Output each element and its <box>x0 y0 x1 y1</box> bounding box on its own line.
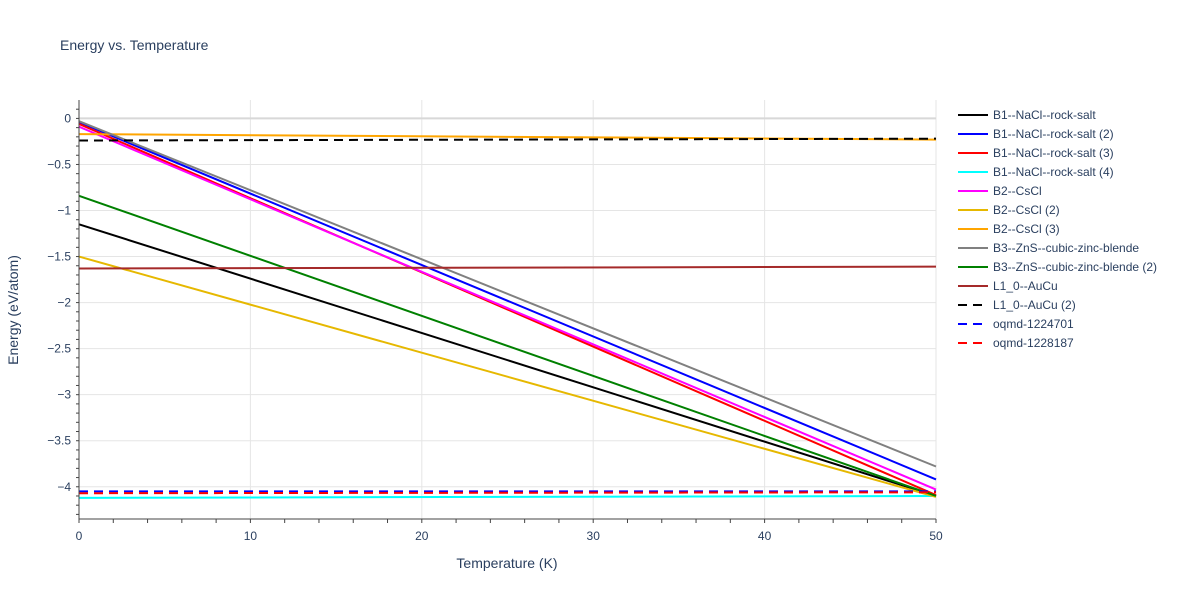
x-tick-label: 20 <box>415 529 429 543</box>
y-tick-label: −3.5 <box>47 434 71 448</box>
legend-label: B3--ZnS--cubic-zinc-blende (2) <box>993 259 1158 274</box>
y-tick-label: −1.5 <box>47 250 71 264</box>
y-tick-label: −2.5 <box>47 342 71 356</box>
legend-item[interactable]: B2--CsCl (2) <box>958 200 1193 219</box>
axes: 0 10 20 30 40 50 0 −0.5 −1 −1.5 −2 −2.5 −3 −3.5 −4 <box>47 100 943 543</box>
x-tick-label: 50 <box>929 529 943 543</box>
series-line <box>78 494 937 499</box>
y-axis-label: Energy (eV/atom) <box>5 255 21 365</box>
legend-swatch <box>958 322 988 325</box>
legend-swatch <box>958 189 988 192</box>
legend-label: B2--CsCl <box>993 183 1042 198</box>
x-axis-label: Temperature (K) <box>456 555 557 571</box>
legend-label: B1--NaCl--rock-salt <box>993 107 1096 122</box>
series-line <box>78 121 937 481</box>
chart-legend: B1--NaCl--rock-salt B1--NaCl--rock-salt (… <box>958 105 1193 352</box>
legend-label: oqmd-1224701 <box>993 316 1074 331</box>
legend-swatch <box>958 284 988 287</box>
legend-swatch <box>958 246 988 249</box>
legend-label: B2--CsCl (2) <box>993 202 1060 217</box>
legend-item[interactable]: B3--ZnS--cubic-zinc-blende (2) <box>958 257 1193 276</box>
series-line <box>78 194 937 497</box>
series-line <box>78 125 937 491</box>
y-tick-label: −2 <box>57 296 71 310</box>
legend-item[interactable]: oqmd-1224701 <box>958 314 1193 333</box>
legend-label: B2--CsCl (3) <box>993 221 1060 236</box>
series-line <box>78 255 937 498</box>
legend-swatch <box>958 132 988 135</box>
legend-item[interactable]: B1--NaCl--rock-salt (3) <box>958 143 1193 162</box>
series-line <box>78 133 937 141</box>
legend-label: L1_0--AuCu <box>993 278 1058 293</box>
legend-swatch <box>958 113 988 116</box>
legend-label: B1--NaCl--rock-salt (3) <box>993 145 1114 160</box>
x-tick-label: 40 <box>758 529 772 543</box>
y-tick-label: −3 <box>57 388 71 402</box>
series-lines <box>78 120 937 499</box>
legend-swatch <box>958 303 988 306</box>
series-line <box>78 223 937 497</box>
legend-label: B1--NaCl--rock-salt (2) <box>993 126 1114 141</box>
series-line <box>78 265 937 270</box>
x-tick-label: 0 <box>76 529 83 543</box>
legend-item[interactable]: B1--NaCl--rock-salt (4) <box>958 162 1193 181</box>
chart-title: Energy vs. Temperature <box>60 37 209 53</box>
legend-swatch <box>958 227 988 230</box>
series-line <box>78 120 937 468</box>
y-tick-label: −0.5 <box>47 157 71 171</box>
series-line <box>78 123 937 496</box>
legend-item[interactable]: B2--CsCl (3) <box>958 219 1193 238</box>
series-line <box>78 137 937 142</box>
legend-swatch <box>958 208 988 211</box>
legend-swatch <box>958 170 988 173</box>
legend-swatch <box>958 151 988 154</box>
legend-label: B1--NaCl--rock-salt (4) <box>993 164 1114 179</box>
legend-swatch <box>958 341 988 344</box>
legend-swatch <box>958 265 988 268</box>
y-tick-label: −4 <box>57 480 71 494</box>
x-tick-label: 10 <box>244 529 258 543</box>
legend-label: B3--ZnS--cubic-zinc-blende <box>993 240 1140 255</box>
x-tick-label: 30 <box>587 529 601 543</box>
y-tick-label: −1 <box>57 204 71 218</box>
legend-label: L1_0--AuCu (2) <box>993 297 1076 312</box>
legend-item[interactable]: oqmd-1228187 <box>958 333 1193 352</box>
legend-item[interactable]: L1_0--AuCu (2) <box>958 295 1193 314</box>
legend-item[interactable]: B1--NaCl--rock-salt <box>958 105 1193 124</box>
legend-item[interactable]: L1_0--AuCu <box>958 276 1193 295</box>
series-line <box>78 491 937 495</box>
legend-item[interactable]: B2--CsCl <box>958 181 1193 200</box>
y-tick-label: 0 <box>64 111 71 125</box>
legend-item[interactable]: B3--ZnS--cubic-zinc-blende <box>958 238 1193 257</box>
legend-label: oqmd-1228187 <box>993 335 1074 350</box>
legend-item[interactable]: B1--NaCl--rock-salt (2) <box>958 124 1193 143</box>
